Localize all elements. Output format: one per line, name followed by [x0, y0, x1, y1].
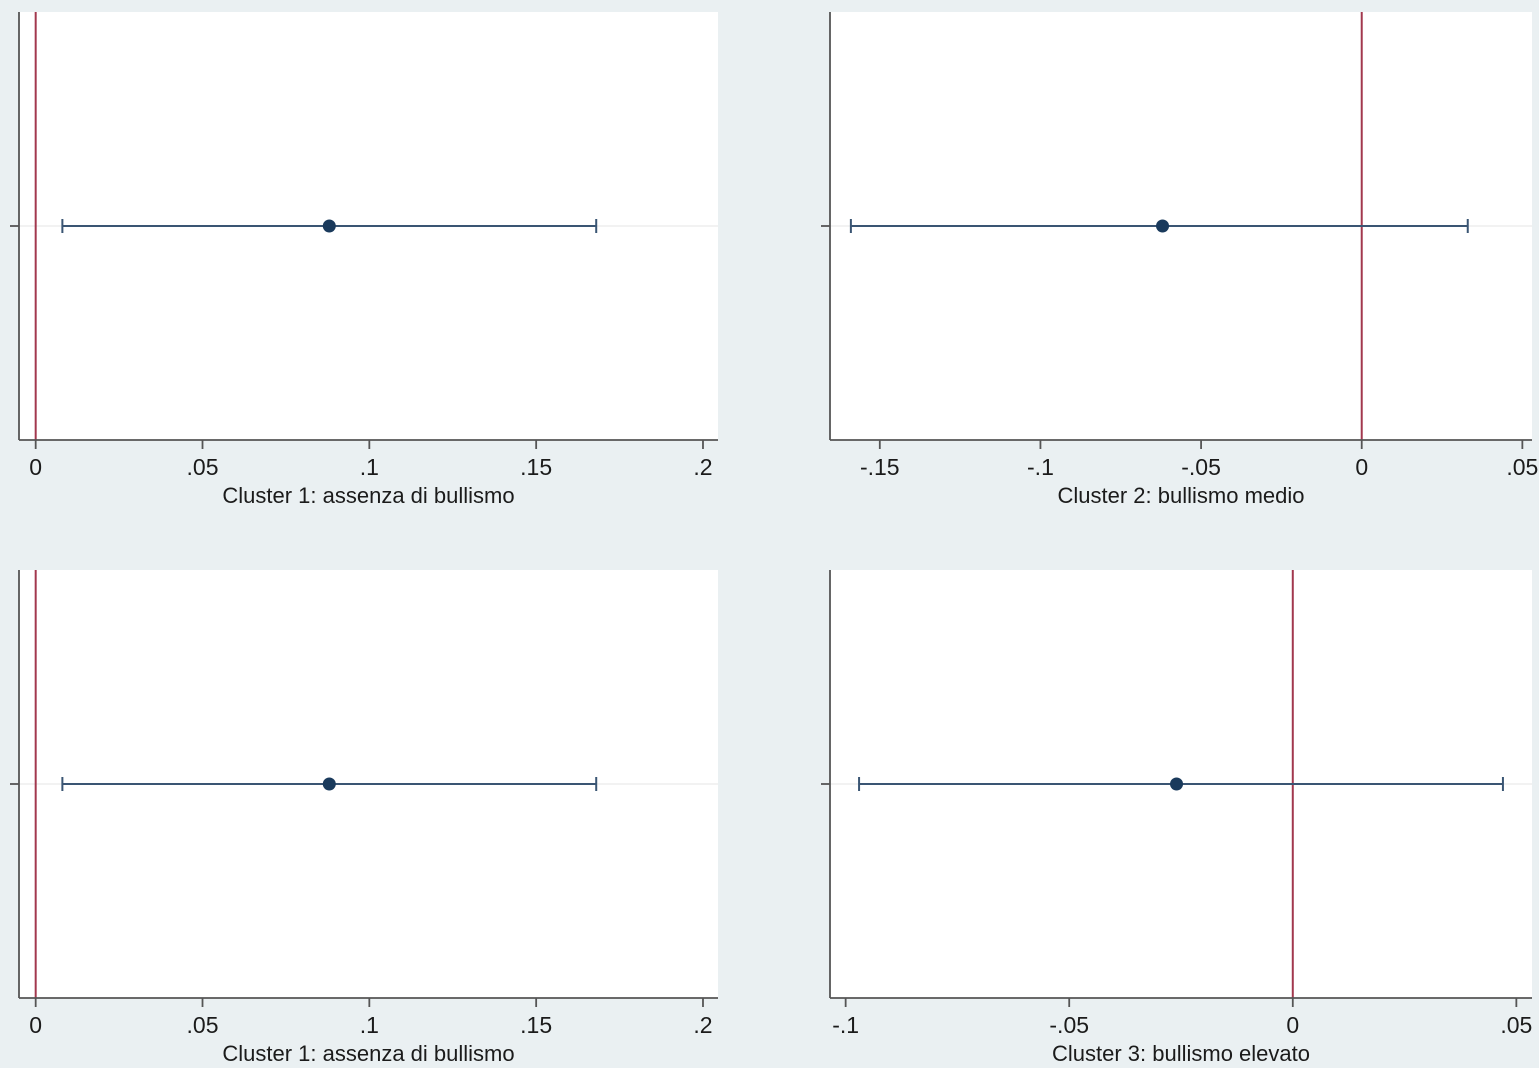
point-estimate [1156, 219, 1170, 233]
chart-panel-3: 0 .05 .1 .15 .2 Cluster 1: assenza di bullism… [10, 570, 718, 1066]
x-axis-title: Cluster 2: bullismo medio [1058, 483, 1305, 508]
x-tick-label: .05 [1500, 1012, 1532, 1038]
x-tick-label: -.1 [832, 1012, 859, 1038]
x-tick-label: 0 [29, 454, 42, 480]
x-axis-title: Cluster 1: assenza di bullismo [222, 1041, 514, 1066]
x-tick-label: -.15 [860, 454, 900, 480]
x-tick-label: -.1 [1027, 454, 1054, 480]
x-tick-label: .2 [693, 454, 712, 480]
x-axis-title: Cluster 1: assenza di bullismo [222, 483, 514, 508]
x-axis-title: Cluster 3: bullismo elevato [1052, 1041, 1310, 1066]
point-estimate [322, 777, 336, 791]
x-tick-label: 0 [1355, 454, 1368, 480]
point-estimate [1170, 777, 1184, 791]
chart-panel-4: -.1 -.05 0 .05 Cluster 3: bullismo elevato [821, 570, 1532, 1066]
x-tick-label: .05 [1506, 454, 1538, 480]
chart-panel-1: 0 .05 .1 .15 .2 Cluster 1: assenza di bullism… [10, 12, 718, 508]
x-tick-label: .05 [187, 1012, 219, 1038]
x-tick-label: 0 [29, 1012, 42, 1038]
x-tick-label: .15 [520, 454, 552, 480]
x-tick-label: .2 [693, 1012, 712, 1038]
x-tick-label: .1 [360, 454, 379, 480]
point-estimate [322, 219, 336, 233]
x-tick-label: -.05 [1181, 454, 1221, 480]
x-tick-label: .05 [187, 454, 219, 480]
x-tick-label: 0 [1286, 1012, 1299, 1038]
chart-panel-2: -.15 -.1 -.05 0 .05 Cluster 2: bullismo medio [821, 12, 1538, 508]
x-tick-label: .15 [520, 1012, 552, 1038]
x-tick-label: -.05 [1049, 1012, 1089, 1038]
x-tick-label: .1 [360, 1012, 379, 1038]
